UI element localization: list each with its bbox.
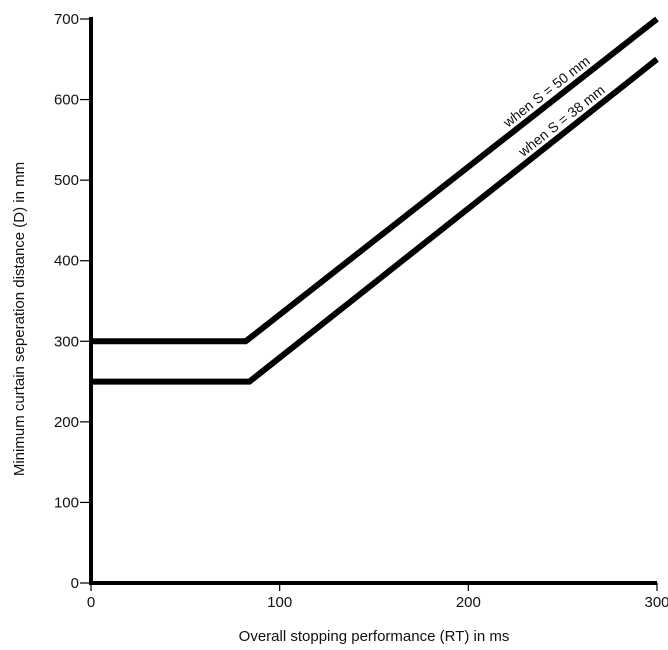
- series-line-2: [91, 56, 659, 385]
- series-line-1: [91, 16, 659, 345]
- y-tick-label: 200: [54, 414, 79, 431]
- x-tick-label: 100: [267, 594, 292, 611]
- x-tick-label: 200: [456, 594, 481, 611]
- y-tick-label: 600: [54, 92, 79, 109]
- y-axis-title: Minimum curtain seperation distance (D) …: [11, 162, 28, 476]
- y-tick-label: 100: [54, 494, 79, 511]
- x-tick-label: 300: [644, 594, 668, 611]
- series-group: [91, 16, 659, 385]
- y-tick-label: 700: [54, 11, 79, 28]
- x-tick-label: 0: [87, 594, 95, 611]
- ticks-group: 0 100 200 300 400 500 600 700 0 100 200 300: [54, 11, 668, 611]
- y-tick-label: 300: [54, 333, 79, 350]
- y-tick-label: 400: [54, 253, 79, 270]
- x-axis-title: Overall stopping performance (RT) in ms: [239, 628, 510, 645]
- y-tick-label: 0: [71, 575, 79, 592]
- y-tick-label: 500: [54, 172, 79, 189]
